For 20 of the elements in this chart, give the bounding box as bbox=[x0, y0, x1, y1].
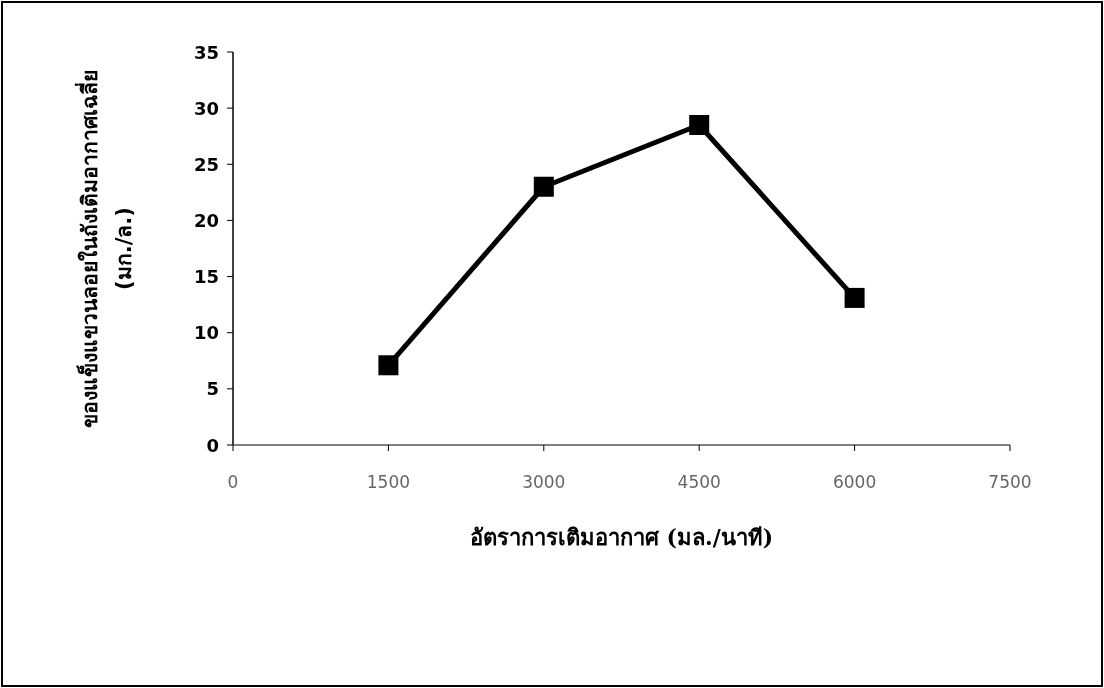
point bbox=[844, 287, 865, 308]
y-tick-label: 35 bbox=[193, 41, 219, 63]
y-tick-label: 10 bbox=[193, 322, 219, 344]
x-tick-label: 1500 bbox=[366, 472, 411, 492]
y-tick-label: 15 bbox=[193, 266, 219, 288]
y-tick-label: 25 bbox=[193, 153, 219, 175]
x-tick-label: 6000 bbox=[832, 472, 877, 492]
y-tick-label: 20 bbox=[193, 209, 219, 231]
y-tick-label: 5 bbox=[206, 378, 219, 400]
point bbox=[378, 355, 399, 376]
point bbox=[533, 176, 554, 197]
y-axis-title: ของแข็งแขวนลอยในถังเติมอากาศเฉลี่ย (มก./ล.) bbox=[74, 69, 136, 428]
y-tick-label: 30 bbox=[193, 97, 219, 119]
point bbox=[689, 114, 710, 135]
x-tick-label: 0 bbox=[227, 472, 239, 492]
x-tick-label: 7500 bbox=[988, 472, 1032, 492]
x-tick-label: 3000 bbox=[522, 472, 566, 492]
x-axis-title: อัตราการเติมอากาศ (มล./นาที) bbox=[469, 524, 774, 550]
y-tick-label: 0 bbox=[206, 434, 219, 456]
x-tick-label: 4500 bbox=[677, 472, 721, 492]
